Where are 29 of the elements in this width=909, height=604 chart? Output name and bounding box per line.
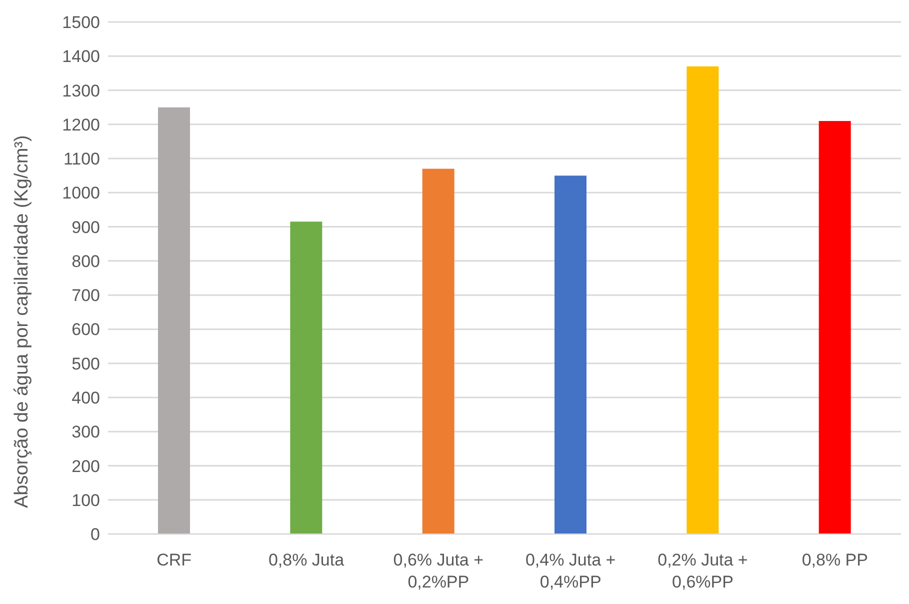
x-tick-label: 0,6% Juta + 0,2%PP (393, 550, 484, 592)
y-tick-label: 400 (72, 388, 100, 408)
y-tick-label: 300 (72, 422, 100, 442)
y-tick-label: 1400 (62, 47, 100, 66)
bar (818, 120, 851, 534)
y-tick-label: 1200 (62, 115, 100, 134)
y-tick-label: 700 (72, 286, 100, 306)
bar (158, 107, 190, 534)
y-tick-label: 500 (72, 354, 100, 374)
x-tick-label: CRF (156, 550, 192, 570)
x-tick-label: 0,4% Juta + 0,4%PP (525, 550, 616, 592)
y-axis-title: Absorção de água por capilaridade (Kg/cm³) (12, 135, 33, 508)
y-tick-label: 0 (90, 525, 100, 544)
y-tick-label: 1500 (62, 13, 100, 32)
y-tick-label: 600 (72, 320, 100, 340)
y-tick-label: 1100 (63, 150, 100, 169)
y-tick-label: 1300 (62, 81, 100, 100)
bar (554, 176, 586, 534)
bar (422, 168, 454, 534)
bar (686, 66, 719, 534)
y-tick-label: 100 (72, 490, 100, 510)
y-tick-label: 200 (72, 456, 100, 476)
y-tick-label: 1000 (62, 184, 100, 203)
x-tick-label: 0,8% PP (802, 550, 868, 570)
x-tick-label: 0,8% Juta (268, 550, 345, 570)
y-tick-label: 900 (72, 218, 100, 237)
x-tick-label: 0,2% Juta + 0,6%PP (658, 550, 748, 592)
bar (290, 222, 322, 534)
y-tick-label: 800 (72, 252, 100, 271)
